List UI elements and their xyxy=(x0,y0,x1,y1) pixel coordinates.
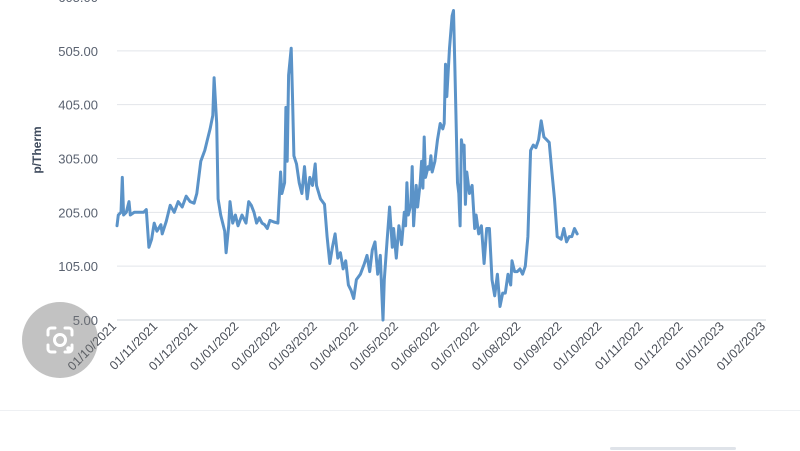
price-series-line xyxy=(115,9,579,322)
gridlines xyxy=(117,50,766,321)
y-tick-label: 605.00 xyxy=(58,0,98,5)
x-axis-ticks: 01/10/202101/11/202101/12/202101/01/2022… xyxy=(65,319,768,373)
y-axis-ticks: 5.00 105.00 205.00 305.00 405.00 505.00 605.00 xyxy=(58,0,98,328)
y-tick-label: 505.00 xyxy=(58,44,98,59)
google-lens-icon[interactable] xyxy=(22,302,98,378)
footer-handle xyxy=(610,447,736,450)
y-tick-label: 305.00 xyxy=(58,152,98,167)
y-axis-title: p/Therm xyxy=(30,126,44,173)
y-tick-label: 405.00 xyxy=(58,98,98,113)
y-tick-label: 105.00 xyxy=(58,259,98,274)
lens-glyph xyxy=(46,326,74,354)
y-tick-label: 205.00 xyxy=(58,205,98,220)
y-tick-label: 5.00 xyxy=(73,313,98,328)
footer-strip xyxy=(0,410,800,451)
series-layer xyxy=(115,9,579,322)
